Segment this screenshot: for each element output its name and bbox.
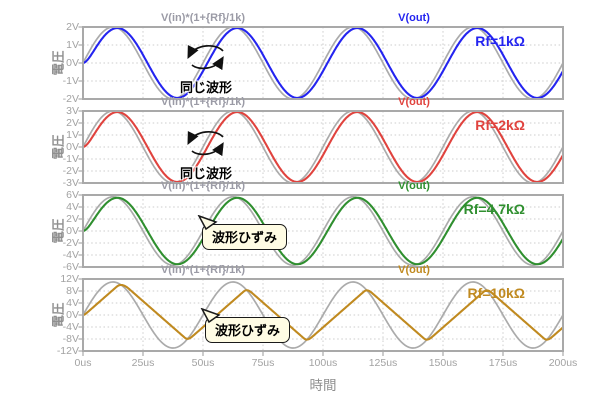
x-tick-label: 200us bbox=[548, 357, 578, 369]
y-tick-label: 1V bbox=[66, 129, 79, 141]
rf-value-label: Rf=4.7kΩ bbox=[463, 201, 525, 217]
output-trace-label: V(out) bbox=[398, 12, 430, 24]
annotation-text: 同じ波形 bbox=[180, 80, 233, 95]
y-tick-label: 6V bbox=[66, 189, 79, 201]
y-tick-label: 2V bbox=[66, 21, 79, 33]
y-tick-label: 2V bbox=[66, 213, 79, 225]
input-trace-label: V(in)*(1+{Rf}/1k) bbox=[160, 96, 246, 108]
waveform-plot-rf-4p7k bbox=[78, 194, 564, 268]
y-tick-label: 8V bbox=[66, 285, 79, 297]
y-tick-label: 3V bbox=[66, 105, 79, 117]
waveform-plot-rf-1k bbox=[78, 26, 564, 100]
x-tick-label: 50us bbox=[191, 357, 215, 369]
annotation-text: 波形ひずみ bbox=[212, 230, 278, 245]
waveform-plot-rf-2k bbox=[78, 110, 564, 184]
x-tick-label: 125us bbox=[368, 357, 398, 369]
cycle-arrows-icon bbox=[187, 130, 224, 157]
output-trace-label: V(out) bbox=[398, 264, 430, 276]
y-tick-label: 12V bbox=[60, 273, 79, 285]
rf-value-label: Rf=2kΩ bbox=[475, 117, 525, 133]
annotation-distortion-callout: 波形ひずみ bbox=[200, 308, 291, 343]
x-tick-label: 75us bbox=[251, 357, 275, 369]
x-tick-label: 100us bbox=[308, 357, 338, 369]
x-tick-label: 0us bbox=[74, 357, 92, 369]
annotation-same-waveform: 同じ波形 bbox=[180, 42, 234, 96]
rf-value-label: Rf=10kΩ bbox=[467, 285, 525, 301]
annotation-same-waveform: 同じ波形 bbox=[180, 128, 234, 182]
x-axis-title: 時間 bbox=[309, 378, 337, 393]
y-tick-label: -2V bbox=[62, 165, 79, 177]
input-trace-label: V(in)*(1+{Rf}/1k) bbox=[160, 264, 246, 276]
callout-tail-icon bbox=[197, 215, 218, 231]
y-tick-label: -12V bbox=[56, 345, 79, 357]
y-tick-label: 4V bbox=[66, 201, 79, 213]
y-axis-title: 電圧 bbox=[51, 50, 66, 76]
y-tick-label: -4V bbox=[62, 249, 79, 261]
y-tick-label: 0V bbox=[66, 309, 79, 321]
y-tick-label: -3V bbox=[62, 177, 79, 189]
waveform-plot-rf-10k bbox=[78, 278, 564, 356]
input-trace-label: V(in)*(1+{Rf}/1k) bbox=[160, 180, 246, 192]
y-tick-label: -1V bbox=[62, 153, 79, 165]
y-tick-label: 0V bbox=[66, 225, 79, 237]
output-trace-label: V(out) bbox=[398, 180, 430, 192]
y-tick-label: -2V bbox=[62, 237, 79, 249]
output-trace-label: V(out) bbox=[398, 96, 430, 108]
y-tick-label: 2V bbox=[66, 117, 79, 129]
annotation-text: 同じ波形 bbox=[180, 166, 233, 181]
x-tick-label: 150us bbox=[428, 357, 458, 369]
y-tick-label: -1V bbox=[62, 75, 79, 87]
input-trace-label: V(in)*(1+{Rf}/1k) bbox=[160, 12, 246, 24]
cycle-arrows-icon bbox=[187, 44, 224, 71]
y-tick-label: -8V bbox=[62, 333, 79, 345]
y-tick-label: -4V bbox=[62, 321, 79, 333]
x-tick-label: 25us bbox=[131, 357, 155, 369]
annotation-distortion-callout: 波形ひずみ bbox=[197, 215, 288, 250]
y-tick-label: 1V bbox=[66, 39, 79, 51]
annotation-text: 波形ひずみ bbox=[215, 323, 281, 338]
callout-tail-icon bbox=[200, 308, 221, 324]
y-tick-label: -6V bbox=[62, 261, 79, 273]
y-tick-label: 0V bbox=[66, 141, 79, 153]
y-tick-label: 4V bbox=[66, 297, 79, 309]
y-tick-label: 0V bbox=[66, 57, 79, 69]
y-tick-label: -2V bbox=[62, 93, 79, 105]
x-tick-label: 175us bbox=[488, 357, 518, 369]
rf-value-label: Rf=1kΩ bbox=[475, 33, 525, 49]
